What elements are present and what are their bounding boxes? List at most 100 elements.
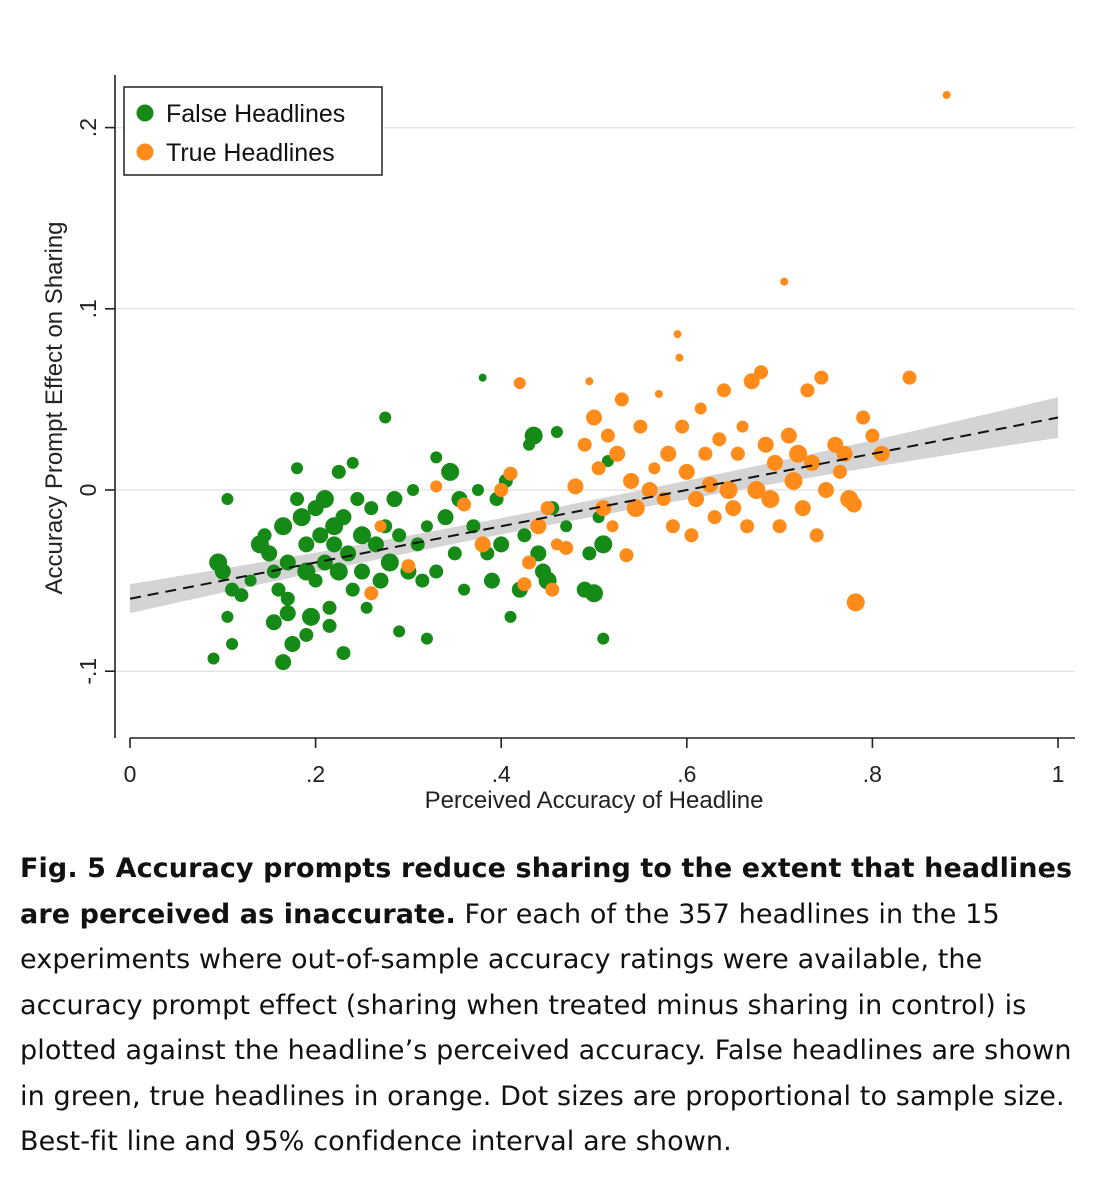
true-headline-point: [559, 540, 574, 555]
best-fit-line: [129, 416, 1059, 600]
true-headline-point: [619, 548, 634, 563]
legend-label-true: True Headlines: [166, 139, 335, 167]
false-headline-point: [393, 625, 406, 638]
true-headline-point: [374, 520, 387, 533]
false-headline-point: [234, 588, 249, 603]
false-headline-point: [354, 563, 370, 580]
true-headline-point: [623, 472, 640, 489]
false-headline-point: [290, 492, 305, 507]
true-headline-point: [747, 481, 766, 499]
true-headline-point: [522, 555, 537, 570]
true-headline-point: [761, 490, 780, 509]
false-headline-point: [483, 572, 500, 589]
true-headline-point: [712, 432, 727, 447]
true-headline-point: [719, 481, 738, 499]
false-headline-point: [265, 614, 282, 631]
confidence-band-layer: [130, 397, 1058, 614]
axis-layer: 0 .2 .4 .6 .8 1 -.1 0 .1 .2: [75, 75, 1075, 787]
y-tick-label: .2: [75, 118, 101, 137]
legend-marker-false: [136, 104, 154, 122]
false-headline-point: [594, 535, 613, 554]
false-headline-point: [298, 536, 315, 553]
false-headline-point: [550, 426, 563, 439]
true-headline-point: [789, 444, 808, 463]
legend: False Headlines True Headlines: [123, 86, 383, 176]
false-headline-point: [380, 553, 399, 572]
true-headline-point: [606, 520, 619, 533]
true-headline-point: [517, 577, 532, 592]
true-headline-point: [591, 461, 606, 476]
true-headline-point: [675, 419, 690, 434]
false-headline-point: [291, 462, 304, 475]
true-headline-point: [800, 383, 815, 398]
true-headline-point: [784, 471, 803, 490]
false-headline-point: [312, 527, 329, 544]
true-headline-point: [494, 483, 509, 497]
true-headline-point: [716, 383, 731, 398]
false-headline-point: [350, 492, 365, 507]
true-headline-point: [845, 496, 862, 513]
y-axis-title: Accuracy Prompt Effect on Sharing: [41, 221, 68, 594]
false-headline-point: [597, 632, 610, 645]
false-headline-point: [410, 537, 425, 552]
false-headline-point: [244, 574, 257, 587]
true-headline-point: [567, 478, 584, 495]
true-headline-point: [673, 330, 682, 339]
x-tick-label: .8: [863, 761, 882, 787]
true-headline-point: [757, 436, 774, 453]
false-headline-point: [560, 520, 573, 533]
true-headline-point: [595, 500, 612, 517]
false-headline-point: [524, 426, 543, 445]
true-headline-point: [780, 277, 789, 286]
confidence-band: [130, 397, 1058, 614]
true-headline-point: [766, 454, 783, 471]
false-headline-point: [386, 491, 403, 508]
true-headline-point: [675, 353, 684, 362]
true-headline-point: [832, 464, 847, 479]
false-headline-point: [279, 554, 296, 571]
x-tick-label: 1: [1052, 761, 1065, 787]
true-headline-point: [530, 518, 547, 535]
true-headline-point: [902, 370, 917, 385]
false-headline-point: [530, 545, 547, 562]
false-headline-point: [420, 632, 433, 645]
true-headline-point: [754, 365, 769, 380]
false-headline-point: [504, 610, 517, 623]
false-headline-point: [437, 509, 454, 526]
true-headline-point: [688, 491, 705, 508]
false-headline-point: [379, 411, 392, 424]
false-headline-point: [582, 546, 597, 561]
true-headline-point: [503, 466, 518, 481]
false-headline-point: [430, 451, 443, 464]
x-axis-title: Perceived Accuracy of Headline: [425, 787, 764, 814]
true-headline-point: [873, 445, 890, 462]
false-headline-point: [472, 484, 484, 496]
true-headline-point: [654, 389, 663, 398]
false-headline-point: [407, 484, 420, 496]
caption-bold: Fig. 5 Accuracy prompts reduce sharing t…: [20, 853, 1073, 930]
true-headline-point: [457, 497, 472, 512]
false-headline-point: [346, 456, 359, 469]
true-headline-point: [707, 510, 722, 525]
y-tick-label: -.1: [75, 658, 101, 685]
false-headline-point: [329, 562, 348, 581]
x-tick-label: .6: [677, 761, 696, 787]
true-headline-point: [614, 392, 629, 407]
true-headline-point: [846, 593, 865, 612]
true-headline-point: [736, 420, 749, 433]
false-headline-point: [336, 646, 351, 661]
points-layer: [207, 90, 951, 671]
false-headline-point: [284, 636, 301, 653]
false-headline-point: [316, 554, 333, 571]
false-headline-point: [271, 582, 286, 597]
false-headline-point: [364, 501, 379, 516]
false-headline-point: [226, 638, 239, 651]
true-headline-point: [702, 476, 718, 493]
true-headline-point: [401, 559, 416, 574]
false-headline-point: [585, 584, 603, 603]
legend-marker-true: [136, 143, 154, 161]
false-headline-point: [372, 572, 389, 589]
true-headline-point: [545, 582, 560, 597]
true-headline-point: [586, 409, 602, 426]
true-headline-point: [513, 377, 526, 390]
